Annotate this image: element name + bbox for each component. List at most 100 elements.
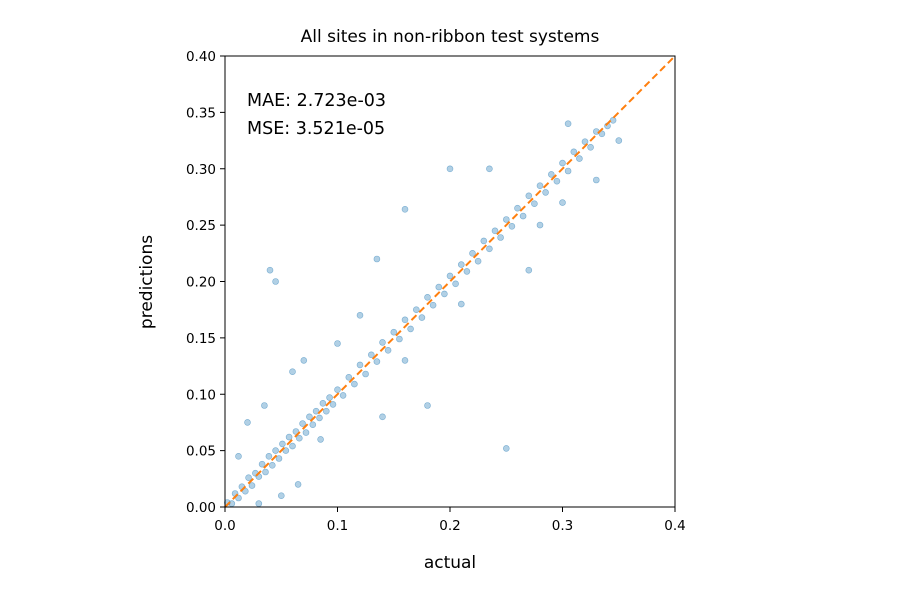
scatter-point <box>452 280 459 288</box>
scatter-point <box>581 138 589 145</box>
scatter-point <box>547 171 555 178</box>
scatter-point <box>570 148 578 156</box>
scatter-point <box>384 346 392 354</box>
scatter-point <box>266 266 274 274</box>
y-axis-ticks: 0.00 0.05 0.10 0.15 0.20 0.25 0.30 0.35 0.40 <box>186 49 225 516</box>
scatter-point <box>407 325 414 333</box>
scatter-point <box>379 413 386 421</box>
scatter-point <box>309 421 317 429</box>
scatter-point <box>463 268 471 275</box>
scatter-point <box>508 223 516 230</box>
scatter-point <box>446 165 454 173</box>
scatter-point <box>356 311 364 319</box>
scatter-point <box>592 176 600 184</box>
scatter-point <box>367 351 375 359</box>
y-tick-label: 0.25 <box>186 218 216 234</box>
scatter-point <box>285 433 293 441</box>
x-tick-label: 0.0 <box>214 518 235 534</box>
scatter-point <box>576 155 583 162</box>
scatter-point <box>615 137 623 144</box>
x-tick-label: 0.3 <box>552 518 573 534</box>
scatter-point <box>265 452 273 460</box>
scatter-point <box>295 434 303 442</box>
chart-title: All sites in non-ribbon test systems <box>301 27 600 47</box>
scatter-point <box>559 199 566 206</box>
scatter-point <box>356 361 364 369</box>
scatter-point <box>294 481 302 488</box>
scatter-point <box>242 487 249 495</box>
scatter-point <box>486 165 493 173</box>
scatter-point <box>486 245 493 253</box>
scatter-point <box>480 237 488 245</box>
x-tick-label: 0.2 <box>439 518 460 534</box>
scatter-point <box>235 452 242 460</box>
y-tick-label: 0.20 <box>186 275 216 291</box>
y-tick-label: 0.30 <box>186 162 216 178</box>
scatter-point <box>418 314 426 321</box>
scatter-point <box>235 494 242 502</box>
mae-annotation: MAE: 2.723e-03 <box>247 91 386 111</box>
scatter-point <box>401 316 409 324</box>
scatter-point <box>272 278 279 285</box>
scatter-point <box>429 301 437 309</box>
scatter-point <box>322 407 330 415</box>
scatter-point <box>564 167 572 175</box>
scatter-point <box>502 216 510 223</box>
scatter-point <box>536 182 544 189</box>
scatter-point <box>390 328 398 336</box>
scatter-point <box>272 447 279 454</box>
scatter-point <box>536 221 544 229</box>
scatter-point <box>292 428 300 435</box>
y-tick-label: 0.00 <box>186 500 216 516</box>
scatter-point <box>268 461 276 469</box>
scatter-point <box>299 420 306 427</box>
scatter-point <box>306 413 313 421</box>
scatter-point <box>514 204 521 212</box>
scatter-point <box>457 261 465 268</box>
scatter-point <box>598 130 606 138</box>
scatter-point <box>334 340 341 347</box>
y-axis-label: predictions <box>137 235 157 329</box>
scatter-point <box>334 386 341 394</box>
identity-reference-line <box>224 55 676 508</box>
scatter-point <box>474 257 482 265</box>
scatter-point <box>351 380 358 388</box>
scatter-point <box>609 117 617 124</box>
x-tick-label: 0.1 <box>327 518 348 534</box>
scatter-point <box>262 468 269 476</box>
scatter-point <box>258 460 266 468</box>
scatter-point <box>564 120 572 127</box>
scatter-point <box>435 283 443 291</box>
scatter-point <box>412 306 420 314</box>
scatter-point <box>248 482 256 489</box>
scatter-point <box>469 250 476 257</box>
scatter-point <box>339 392 347 399</box>
scatter-point <box>587 144 594 151</box>
scatter-point <box>502 445 510 452</box>
scatter-point <box>317 436 324 443</box>
scatter-point <box>559 159 566 167</box>
scatter-point <box>519 212 527 220</box>
scatter-point <box>401 357 409 364</box>
x-tick-label: 0.4 <box>664 518 685 534</box>
scatter-point <box>279 440 286 448</box>
scatter-point <box>379 339 386 346</box>
scatter-point <box>319 399 327 407</box>
scatter-point <box>553 177 561 185</box>
scatter-point <box>302 429 310 436</box>
scatter-point <box>373 358 381 365</box>
mse-annotation: MSE: 3.521e-05 <box>247 119 385 139</box>
scatter-point <box>277 492 285 500</box>
scatter-point <box>345 373 353 381</box>
scatter-point <box>300 357 308 364</box>
scatter-point <box>244 419 251 426</box>
scatter-point <box>446 272 454 280</box>
scatter-point <box>329 401 337 408</box>
scatter-point <box>282 447 290 454</box>
scatter-point <box>312 407 320 415</box>
scatter-point <box>275 455 283 462</box>
scatter-point <box>497 234 504 241</box>
scatter-point <box>255 500 263 507</box>
scatter-point <box>491 227 499 235</box>
